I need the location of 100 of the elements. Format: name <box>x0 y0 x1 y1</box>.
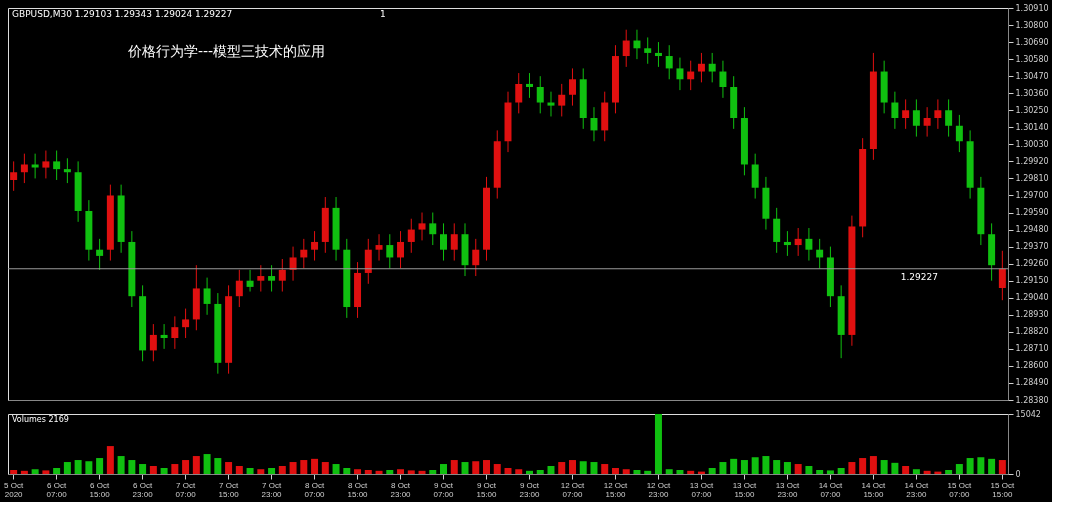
bar <box>665 469 673 474</box>
y-tick-label: 1.30800 <box>1015 20 1049 30</box>
bar <box>268 468 276 474</box>
candlestick <box>418 212 426 241</box>
x-tick-label: 9 Oct 15:00 <box>476 480 498 499</box>
bar <box>687 470 695 474</box>
candlestick <box>278 258 286 293</box>
x-tick-label: 7 Oct 23:00 <box>261 480 283 499</box>
y-tick-label: 1.29370 <box>1015 242 1049 252</box>
y-tick-label: 1.28600 <box>1015 361 1049 371</box>
x-tick-label: 7 Oct 07:00 <box>175 480 197 499</box>
y-tick-label: 1.29920 <box>1015 156 1049 166</box>
candlestick <box>364 238 372 285</box>
candlestick <box>235 269 243 308</box>
candlestick <box>42 150 50 179</box>
candlestick <box>203 277 211 316</box>
bar <box>450 460 458 474</box>
y-tick-label: 0 <box>1015 469 1021 479</box>
candlestick <box>96 238 104 271</box>
bar <box>966 458 974 474</box>
candlestick <box>268 264 276 293</box>
candlestick <box>407 218 415 254</box>
candlestick <box>912 98 920 138</box>
annotation: GBPUSD,M30 1.29103 1.29343 1.29024 1.29227 <box>12 9 233 19</box>
annotation: 1 <box>380 9 386 19</box>
bar <box>891 462 899 474</box>
candlestick <box>182 308 190 339</box>
candlestick <box>654 41 662 68</box>
candlestick <box>10 160 18 192</box>
y-tick-label: 1.29590 <box>1015 208 1049 218</box>
text: 价格行为学---模型三技术的应用 <box>127 43 326 59</box>
bar <box>139 464 147 474</box>
candlestick <box>794 227 802 257</box>
y-tick-label: 1.29040 <box>1015 293 1049 303</box>
y-tick-label: 1.30690 <box>1015 37 1049 47</box>
bar <box>654 414 662 474</box>
bar <box>547 466 555 474</box>
candlestick <box>20 153 28 184</box>
y-tick-label: 1.29810 <box>1015 173 1049 183</box>
x-tick-label: 9 Oct 07:00 <box>433 480 455 499</box>
bar <box>472 461 480 474</box>
candlestick <box>697 52 705 83</box>
bar <box>386 470 394 474</box>
bar <box>923 470 931 474</box>
x-tick-label: 6 Oct 23:00 <box>132 480 154 499</box>
bar <box>998 460 1006 474</box>
y-tick-label: 1.30470 <box>1015 71 1049 81</box>
candlestick <box>676 57 684 91</box>
bar <box>74 460 82 474</box>
x-tick-label: 9 Oct 23:00 <box>519 480 541 499</box>
bar <box>160 468 168 474</box>
bar <box>343 468 351 474</box>
candlestick <box>472 238 480 277</box>
candlestick <box>386 233 394 269</box>
bar <box>493 464 501 474</box>
annotation: Volumes 2169 <box>12 415 69 424</box>
candlestick <box>751 153 759 200</box>
ref-line-label: 1.29227 <box>900 271 938 282</box>
x-tick-label: 13 Oct 15:00 <box>732 480 757 499</box>
bar <box>579 461 587 474</box>
candlestick <box>397 230 405 269</box>
x-tick-label: 12 Oct 07:00 <box>560 480 586 499</box>
bar <box>816 470 824 474</box>
candlestick <box>526 72 533 99</box>
bar <box>182 460 190 474</box>
y-tick-label: 1.30360 <box>1015 88 1049 98</box>
x-tick-label: 6 Oct 15:00 <box>89 480 111 499</box>
candlestick <box>536 75 544 114</box>
bar <box>53 468 61 474</box>
y-tick-label: 1.29700 <box>1015 190 1049 200</box>
bar <box>751 457 759 474</box>
y-tick-label: 1.30140 <box>1015 122 1049 132</box>
candlestick <box>644 36 652 65</box>
bar <box>63 462 71 474</box>
bar <box>945 470 953 474</box>
candlestick <box>558 83 566 117</box>
y-tick-label: 1.30250 <box>1015 105 1049 115</box>
bar <box>440 464 448 474</box>
bar <box>611 468 619 474</box>
bar <box>848 462 856 474</box>
bar <box>633 470 641 474</box>
candlestick <box>63 157 71 184</box>
bar <box>805 466 813 474</box>
candlestick <box>783 230 791 257</box>
bar <box>536 470 544 474</box>
bar <box>20 470 28 474</box>
y-tick-label: 1.30030 <box>1015 139 1049 149</box>
bar <box>171 464 179 474</box>
bar <box>332 464 340 474</box>
bar <box>859 458 867 474</box>
candlestick <box>171 315 179 350</box>
bar <box>128 460 136 474</box>
bar <box>794 464 802 474</box>
candlestick <box>998 250 1006 301</box>
bar <box>483 460 490 474</box>
y-tick-label: 1.29480 <box>1015 225 1049 235</box>
candlestick <box>429 212 437 246</box>
bar <box>783 462 791 474</box>
candlestick <box>934 98 942 130</box>
y-tick-label: 1.28930 <box>1015 310 1049 320</box>
